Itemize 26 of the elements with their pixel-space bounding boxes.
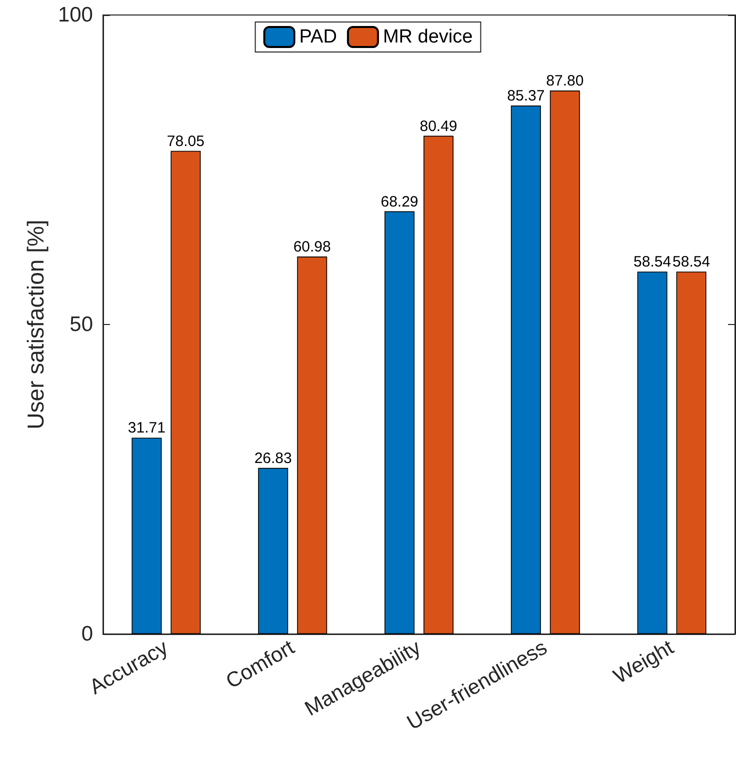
bar: [550, 90, 580, 634]
data-label: 58.54: [634, 254, 672, 271]
data-label: 60.98: [293, 238, 331, 256]
bar: [258, 468, 288, 634]
data-label: 78.05: [166, 132, 204, 150]
bar: [132, 438, 162, 634]
data-label: 85.37: [507, 88, 545, 105]
bar: [676, 272, 706, 634]
bar: [637, 272, 668, 634]
data-label: 68.29: [380, 193, 418, 210]
legend-label: MR device: [382, 26, 473, 48]
data-label: 26.83: [254, 450, 292, 467]
y-axis-title: User satisfaction [%]: [22, 220, 49, 430]
data-label: 80.49: [420, 118, 458, 135]
bar: [384, 211, 414, 634]
bar: [297, 256, 328, 634]
bar: [424, 136, 454, 634]
bar: [510, 106, 541, 634]
data-label: 31.71: [128, 420, 166, 437]
data-label: 58.54: [672, 254, 710, 271]
y-tick-label: 0: [81, 622, 93, 646]
y-tick-label: 50: [70, 313, 93, 336]
legend-label: PAD: [299, 26, 337, 48]
data-label: 87.80: [546, 72, 584, 90]
bar: [170, 150, 201, 634]
y-tick-label: 100: [58, 4, 93, 26]
